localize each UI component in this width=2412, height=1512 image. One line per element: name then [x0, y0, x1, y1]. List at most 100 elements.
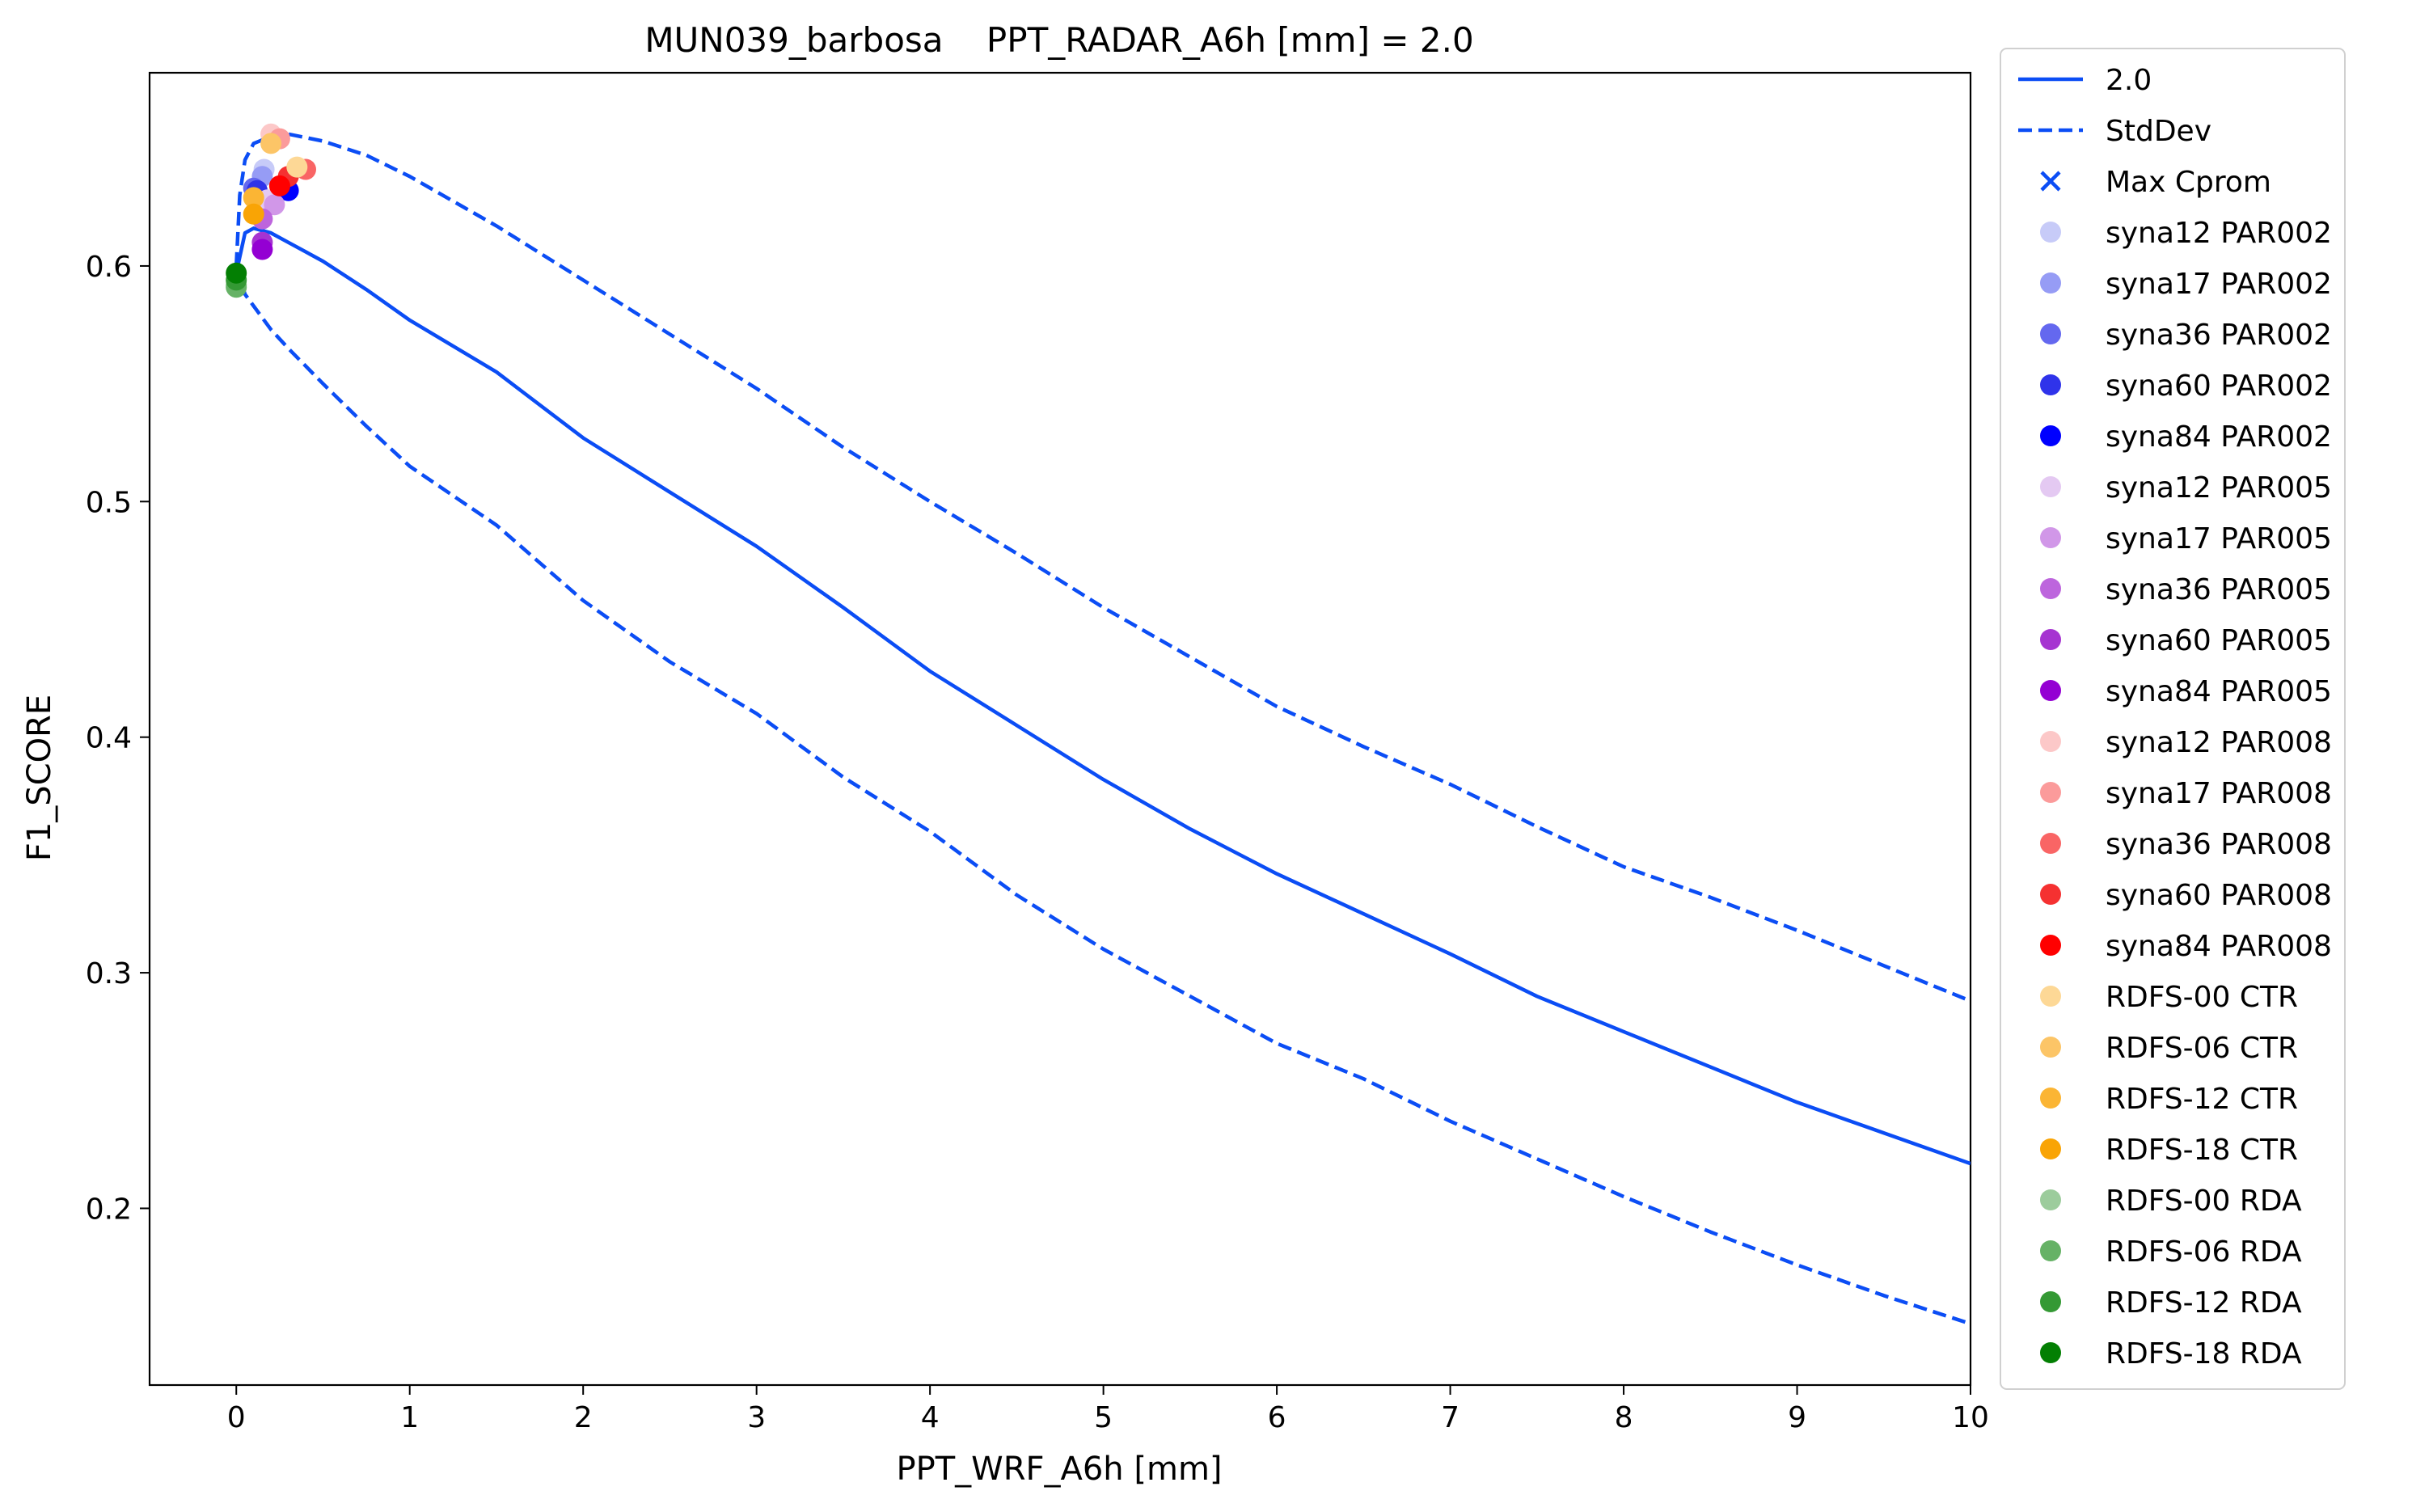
legend-item-rdfs-00-ctr: RDFS-00 CTR: [2040, 981, 2298, 1014]
x-tick-label: 4: [921, 1401, 940, 1434]
legend-item-syna17-par005: syna17 PAR005: [2040, 522, 2332, 555]
legend-label: syna17 PAR002: [2106, 268, 2332, 301]
legend-swatch: [2040, 680, 2061, 701]
point-syna17-par005: [264, 194, 285, 216]
legend-label: RDFS-18 RDA: [2106, 1337, 2302, 1371]
x-tick-label: 7: [1441, 1401, 1459, 1434]
legend-swatch: [2040, 1291, 2061, 1312]
legend-swatch: [2040, 629, 2061, 650]
x-tick-label: 2: [574, 1401, 593, 1434]
x-axis-label: PPT_WRF_A6h [mm]: [896, 1451, 1222, 1488]
legend-item-rdfs-18-ctr: RDFS-18 CTR: [2040, 1134, 2298, 1167]
legend-swatch: [2040, 374, 2061, 395]
legend-label: RDFS-06 CTR: [2106, 1032, 2298, 1065]
legend-item-syna12-par008: syna12 PAR008: [2040, 726, 2332, 759]
legend-item-syna12-par005: syna12 PAR005: [2040, 471, 2332, 505]
legend-label: syna36 PAR002: [2106, 319, 2332, 352]
legend-label: syna12 PAR005: [2106, 471, 2332, 505]
legend-label: syna60 PAR008: [2106, 879, 2332, 912]
legend-swatch: [2040, 222, 2061, 243]
x-tick-label: 5: [1094, 1401, 1113, 1434]
legend-label: RDFS-00 RDA: [2106, 1185, 2302, 1218]
legend-label: RDFS-18 CTR: [2106, 1134, 2298, 1167]
legend-swatch: [2040, 425, 2061, 446]
legend-swatch: [2040, 1037, 2061, 1058]
legend-label: syna60 PAR005: [2106, 624, 2332, 657]
legend-item-rdfs-12-rda: RDFS-12 RDA: [2040, 1286, 2302, 1320]
legend-swatch: [2040, 1088, 2061, 1109]
legend-item-rdfs-00-rda: RDFS-00 RDA: [2040, 1185, 2302, 1218]
point-syna84-par005: [251, 239, 273, 260]
plot-area: [148, 71, 1972, 1387]
series-line-2-0: [234, 226, 1971, 1166]
legend-swatch: [2040, 476, 2061, 497]
legend-item-syna84-par002: syna84 PAR002: [2040, 420, 2332, 454]
x-tick-label: 6: [1268, 1401, 1286, 1434]
legend-swatch: [2040, 884, 2061, 905]
point-rdfs-00-ctr: [286, 156, 308, 178]
legend-label: syna36 PAR005: [2106, 573, 2332, 606]
legend-label: Max Cprom: [2106, 166, 2271, 199]
series-group: [226, 123, 1971, 1326]
legend-item-syna36-par008: syna36 PAR008: [2040, 828, 2332, 861]
series-line-stddev: [234, 132, 1971, 1003]
legend-swatch: [2040, 323, 2061, 344]
legend-item-syna84-par005: syna84 PAR005: [2040, 675, 2332, 708]
y-tick-label: 0.5: [86, 486, 132, 519]
legend-item-syna17-par008: syna17 PAR008: [2040, 777, 2332, 810]
legend-item-syna12-par002: syna12 PAR002: [2040, 217, 2332, 250]
legend-label: StdDev: [2106, 115, 2211, 148]
legend-item-syna84-par008: syna84 PAR008: [2040, 930, 2332, 963]
legend-item-rdfs-06-ctr: RDFS-06 CTR: [2040, 1032, 2298, 1065]
legend-swatch: [2040, 1342, 2061, 1363]
point-syna84-par008: [268, 175, 290, 196]
legend-swatch: [2040, 578, 2061, 599]
legend-item-rdfs-06-rda: RDFS-06 RDA: [2040, 1235, 2302, 1269]
legend-item-syna60-par005: syna60 PAR005: [2040, 624, 2332, 657]
legend-label: RDFS-06 RDA: [2106, 1235, 2302, 1269]
legend-swatch: [2040, 833, 2061, 854]
legend-item-2-0: 2.0: [2018, 64, 2152, 97]
legend-swatch: [2040, 731, 2061, 752]
point-rdfs-18-ctr: [243, 203, 264, 225]
y-tick-label: 0.3: [86, 957, 132, 990]
x-tick-label: 8: [1615, 1401, 1633, 1434]
point-rdfs-18-rda: [226, 262, 247, 284]
legend-item-rdfs-12-ctr: RDFS-12 CTR: [2040, 1083, 2298, 1116]
legend-swatch: [2040, 272, 2061, 294]
x-tick-label: 1: [400, 1401, 419, 1434]
point-rdfs-12-ctr: [243, 187, 264, 209]
legend-label: syna17 PAR005: [2106, 522, 2332, 555]
legend-label: syna12 PAR008: [2106, 726, 2332, 759]
legend-label: syna84 PAR008: [2106, 930, 2332, 963]
x-tick-label: 9: [1788, 1401, 1806, 1434]
legend-item-syna36-par005: syna36 PAR005: [2040, 573, 2332, 606]
legend-label: syna17 PAR008: [2106, 777, 2332, 810]
legend-swatch: [2040, 935, 2061, 956]
legend-box: [2000, 48, 2346, 1390]
series-line-stddev-lower: [234, 265, 1971, 1326]
legend-item-rdfs-18-rda: RDFS-18 RDA: [2040, 1337, 2302, 1371]
legend: 2.0 StdDev Max Cprom syna12 PAR002 syna17 PA…: [2000, 48, 2346, 1390]
legend-label: syna12 PAR002: [2106, 217, 2332, 250]
legend-item-syna60-par008: syna60 PAR008: [2040, 879, 2332, 912]
chart-title: MUN039_barbosa PPT_RADAR_A6h [mm] = 2.0: [644, 20, 1473, 60]
legend-label: RDFS-12 RDA: [2106, 1286, 2302, 1320]
legend-item-stddev: StdDev: [2018, 115, 2211, 148]
legend-label: syna84 PAR005: [2106, 675, 2332, 708]
legend-label: RDFS-00 CTR: [2106, 981, 2298, 1014]
legend-label: RDFS-12 CTR: [2106, 1083, 2298, 1116]
point-rdfs-06-ctr: [260, 133, 282, 154]
legend-item-max-cprom: Max Cprom: [2040, 166, 2271, 199]
legend-swatch: [2040, 986, 2061, 1007]
legend-label: syna84 PAR002: [2106, 420, 2332, 454]
legend-item-syna17-par002: syna17 PAR002: [2040, 268, 2332, 301]
y-tick-label: 0.2: [86, 1193, 132, 1226]
legend-swatch: [2040, 1189, 2061, 1210]
legend-item-syna60-par002: syna60 PAR002: [2040, 370, 2332, 403]
legend-swatch: [2040, 1240, 2061, 1261]
cross-icon: [2040, 171, 2061, 192]
x-tick-label: 10: [1952, 1401, 1989, 1434]
legend-item-syna36-par002: syna36 PAR002: [2040, 319, 2332, 352]
